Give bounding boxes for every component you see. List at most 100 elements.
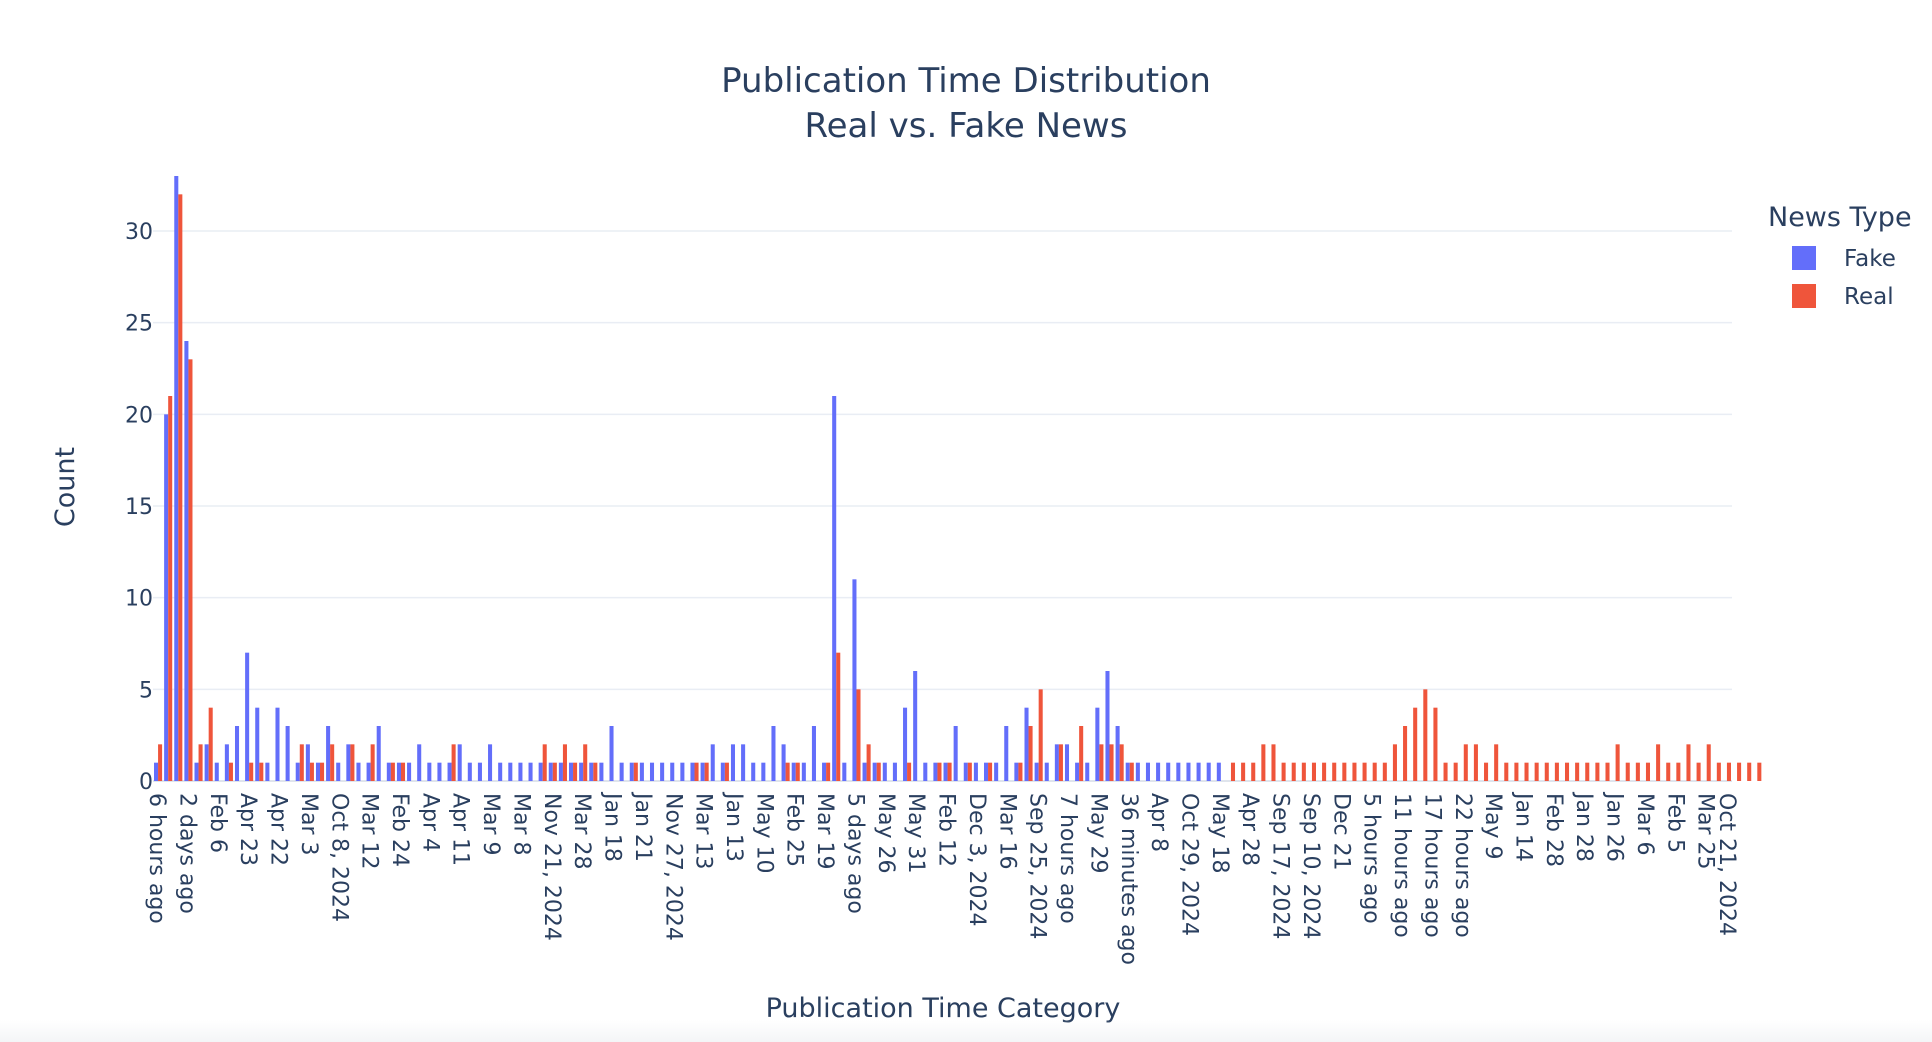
bar-real[interactable] [866,744,871,781]
bar-fake[interactable] [953,726,958,781]
bar-fake[interactable] [1024,707,1029,781]
bar-fake[interactable] [811,726,816,781]
bar-fake[interactable] [467,762,472,781]
bar-fake[interactable] [224,744,229,781]
bar-real[interactable] [1484,762,1489,781]
bar-fake[interactable] [265,762,270,781]
bar-real[interactable] [1706,744,1711,781]
bar-fake[interactable] [305,744,310,781]
bar-real[interactable] [1696,762,1701,781]
bar-real[interactable] [1129,762,1134,781]
bar-real[interactable] [1534,762,1539,781]
bar-real[interactable] [1362,762,1367,781]
bar-real[interactable] [1595,762,1600,781]
bar-fake[interactable] [903,707,908,781]
bar-real[interactable] [188,359,193,781]
bar-fake[interactable] [154,762,159,781]
bar-real[interactable] [947,762,952,781]
bar-fake[interactable] [1085,762,1090,781]
bar-fake[interactable] [913,671,918,781]
bar-real[interactable] [1433,707,1438,781]
bar-fake[interactable] [639,762,644,781]
bar-real[interactable] [562,744,567,781]
bar-fake[interactable] [174,176,179,781]
bar-real[interactable] [1716,762,1721,781]
bar-real[interactable] [1109,744,1114,781]
bar-real[interactable] [400,762,406,781]
bar-fake[interactable] [589,762,594,781]
bar-real[interactable] [704,762,709,781]
bar-real[interactable] [1564,762,1570,781]
bar-fake[interactable] [660,762,665,781]
bar-real[interactable] [573,762,578,781]
bar-fake[interactable] [396,762,401,781]
bar-fake[interactable] [1095,707,1100,781]
bar-fake[interactable] [599,762,604,781]
bar-fake[interactable] [1196,762,1201,781]
bar-real[interactable] [1230,762,1236,781]
bar-real[interactable] [1463,744,1468,781]
bar-real[interactable] [330,744,335,781]
legend-item-real[interactable]: Real [1792,284,1894,310]
bar-fake[interactable] [862,762,867,781]
bar-real[interactable] [1291,762,1296,781]
bar-fake[interactable] [1156,762,1161,781]
bar-real[interactable] [309,762,314,781]
bar-fake[interactable] [700,762,705,781]
bar-real[interactable] [633,762,638,781]
bar-real[interactable] [158,744,163,781]
bar-fake[interactable] [984,762,989,781]
bar-real[interactable] [1352,762,1357,781]
bar-fake[interactable] [275,707,280,781]
bar-real[interactable] [1392,744,1397,781]
bar-fake[interactable] [548,762,553,781]
bar-fake[interactable] [994,762,999,781]
bar-real[interactable] [856,689,861,781]
bar-fake[interactable] [1125,762,1130,781]
legend-item-fake[interactable]: Fake [1792,246,1896,272]
bar-real[interactable] [1544,762,1549,781]
bar-fake[interactable] [245,652,250,781]
bar-real[interactable] [1453,762,1458,781]
bar-fake[interactable] [326,726,331,781]
bar-real[interactable] [1737,762,1742,781]
bar-fake[interactable] [356,762,361,781]
bar-real[interactable] [1413,707,1418,781]
bar-fake[interactable] [1166,762,1171,781]
bar-real[interactable] [1605,762,1610,781]
bar-fake[interactable] [184,341,189,781]
bar-real[interactable] [1261,744,1266,781]
bar-real[interactable] [1372,762,1377,781]
bar-real[interactable] [876,762,881,781]
bar-fake[interactable] [407,762,412,781]
bar-real[interactable] [1757,762,1762,781]
bar-fake[interactable] [892,762,897,781]
bar-real[interactable] [1645,762,1651,781]
bar-real[interactable] [1018,762,1023,781]
bar-fake[interactable] [346,744,351,781]
bar-fake[interactable] [457,744,462,781]
bar-real[interactable] [1504,762,1509,781]
bar-real[interactable] [1473,744,1478,781]
bar-real[interactable] [1099,744,1104,781]
bar-fake[interactable] [204,744,209,781]
bar-fake[interactable] [791,762,796,781]
bar-real[interactable] [836,652,841,781]
bar-real[interactable] [694,762,699,781]
bar-fake[interactable] [720,762,725,781]
bar-fake[interactable] [781,744,786,781]
bar-fake[interactable] [649,762,655,781]
bar-real[interactable] [593,762,598,781]
bar-real[interactable] [795,762,800,781]
bar-fake[interactable] [1075,762,1080,781]
bar-real[interactable] [299,744,304,781]
bar-real[interactable] [1301,762,1306,781]
bar-real[interactable] [1332,762,1337,781]
bar-fake[interactable] [1115,726,1120,781]
bar-real[interactable] [1251,762,1256,781]
bar-fake[interactable] [832,396,837,781]
bar-fake[interactable] [579,762,584,781]
bar-fake[interactable] [822,762,827,781]
bar-fake[interactable] [447,762,452,781]
bar-fake[interactable] [1145,762,1150,781]
